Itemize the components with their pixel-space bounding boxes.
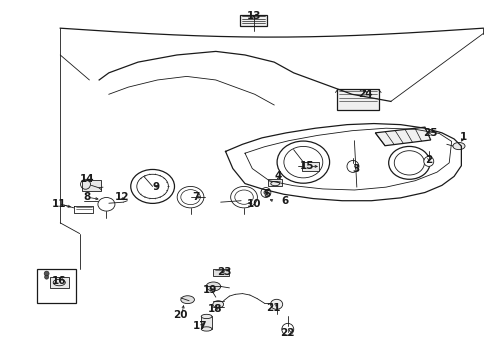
Text: 2: 2 <box>425 156 432 165</box>
Text: 17: 17 <box>193 321 208 331</box>
Bar <box>214 269 229 276</box>
Text: 9: 9 <box>153 182 160 192</box>
Ellipse shape <box>270 299 283 309</box>
Bar <box>201 316 212 329</box>
Text: 14: 14 <box>80 174 94 184</box>
Text: 25: 25 <box>423 128 438 138</box>
Text: 6: 6 <box>281 197 289 206</box>
Circle shape <box>424 157 434 166</box>
Text: 19: 19 <box>203 285 217 295</box>
Polygon shape <box>375 127 431 146</box>
Circle shape <box>282 323 294 335</box>
Text: 20: 20 <box>173 310 188 320</box>
Ellipse shape <box>201 327 212 331</box>
Ellipse shape <box>213 301 223 308</box>
Ellipse shape <box>277 141 330 183</box>
Text: 23: 23 <box>218 267 232 277</box>
Ellipse shape <box>181 296 195 303</box>
Circle shape <box>261 188 271 198</box>
Text: 1: 1 <box>460 132 467 142</box>
Bar <box>37 269 76 302</box>
Ellipse shape <box>201 314 212 319</box>
Ellipse shape <box>98 198 115 211</box>
Text: 21: 21 <box>266 303 280 313</box>
Circle shape <box>44 271 49 276</box>
Ellipse shape <box>453 143 465 150</box>
Text: 15: 15 <box>300 161 315 171</box>
Text: 5: 5 <box>263 189 270 199</box>
Ellipse shape <box>177 186 204 208</box>
Text: 7: 7 <box>193 192 200 202</box>
Text: 11: 11 <box>52 199 67 209</box>
Bar <box>49 277 69 288</box>
Bar <box>82 180 100 191</box>
Text: 4: 4 <box>274 171 282 181</box>
Ellipse shape <box>131 170 174 203</box>
Text: 3: 3 <box>352 163 360 174</box>
Bar <box>302 162 319 171</box>
Circle shape <box>264 190 268 194</box>
Ellipse shape <box>389 147 430 179</box>
Text: 12: 12 <box>115 192 130 202</box>
Text: 13: 13 <box>246 12 261 21</box>
Text: 22: 22 <box>281 328 295 338</box>
Text: 18: 18 <box>208 304 222 314</box>
Text: 8: 8 <box>83 192 91 202</box>
Circle shape <box>347 161 359 172</box>
Ellipse shape <box>206 282 220 291</box>
Bar <box>338 89 379 110</box>
Text: 24: 24 <box>358 89 373 99</box>
Ellipse shape <box>231 186 257 208</box>
Text: 10: 10 <box>246 199 261 209</box>
Bar <box>269 179 282 186</box>
Ellipse shape <box>271 181 279 186</box>
Text: 16: 16 <box>52 276 67 286</box>
Bar <box>240 15 267 26</box>
Circle shape <box>45 275 49 279</box>
